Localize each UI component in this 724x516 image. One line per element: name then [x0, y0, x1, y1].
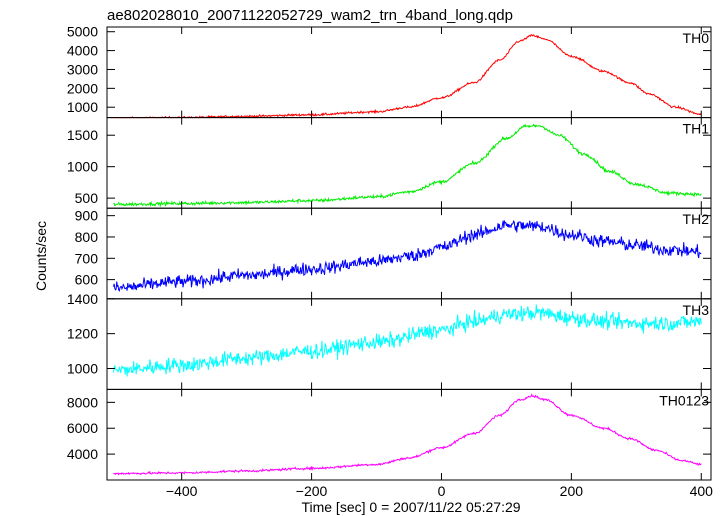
y-tick-label: 1000	[67, 360, 98, 376]
panel-label-th0123: TH0123	[659, 392, 709, 408]
x-tick-label: 0	[438, 483, 446, 499]
y-axis-label: Counts/sec	[33, 221, 49, 291]
panel-label-th0: TH0	[683, 30, 710, 46]
x-tick-label: 400	[690, 483, 714, 499]
y-tick-label: 1500	[67, 127, 98, 143]
x-tick-label: −200	[296, 483, 328, 499]
x-tick-label: 200	[560, 483, 584, 499]
series-line-th0	[113, 33, 702, 119]
y-tick-label: 1000	[67, 159, 98, 175]
x-tick-label: −400	[166, 483, 198, 499]
panel-frame	[106, 117, 712, 209]
y-tick-label: 500	[75, 190, 99, 206]
y-tick-label: 3000	[67, 61, 98, 77]
y-tick-label: 2000	[67, 80, 98, 96]
panel-label-th3: TH3	[683, 302, 710, 318]
y-tick-label: 5000	[67, 24, 98, 40]
y-tick-label: 8000	[67, 394, 98, 410]
panel-label-th2: TH2	[683, 211, 710, 227]
y-tick-label: 1200	[67, 326, 98, 342]
y-tick-label: 600	[75, 272, 99, 288]
series-line-th0123	[113, 393, 702, 476]
y-tick-label: 6000	[67, 420, 98, 436]
panel-frame	[106, 298, 712, 390]
series-line-th1	[113, 123, 702, 208]
y-tick-label: 700	[75, 250, 99, 266]
panel-frame	[106, 26, 712, 119]
y-tick-label: 1400	[67, 291, 98, 307]
series-line-th2	[113, 219, 702, 292]
y-tick-label: 4000	[67, 446, 98, 462]
y-tick-label: 4000	[67, 43, 98, 59]
x-axis-label: Time [sec] 0 = 2007/11/22 05:27:29	[301, 499, 520, 515]
panel-label-th1: TH1	[683, 121, 710, 137]
chart-title: ae802028010_20071122052729_wam2_trn_4ban…	[107, 7, 513, 24]
y-tick-label: 900	[75, 208, 99, 224]
y-tick-label: 800	[75, 229, 99, 245]
panel-frame	[106, 388, 712, 481]
series-line-th3	[112, 304, 702, 377]
y-tick-label: 1000	[67, 99, 98, 115]
